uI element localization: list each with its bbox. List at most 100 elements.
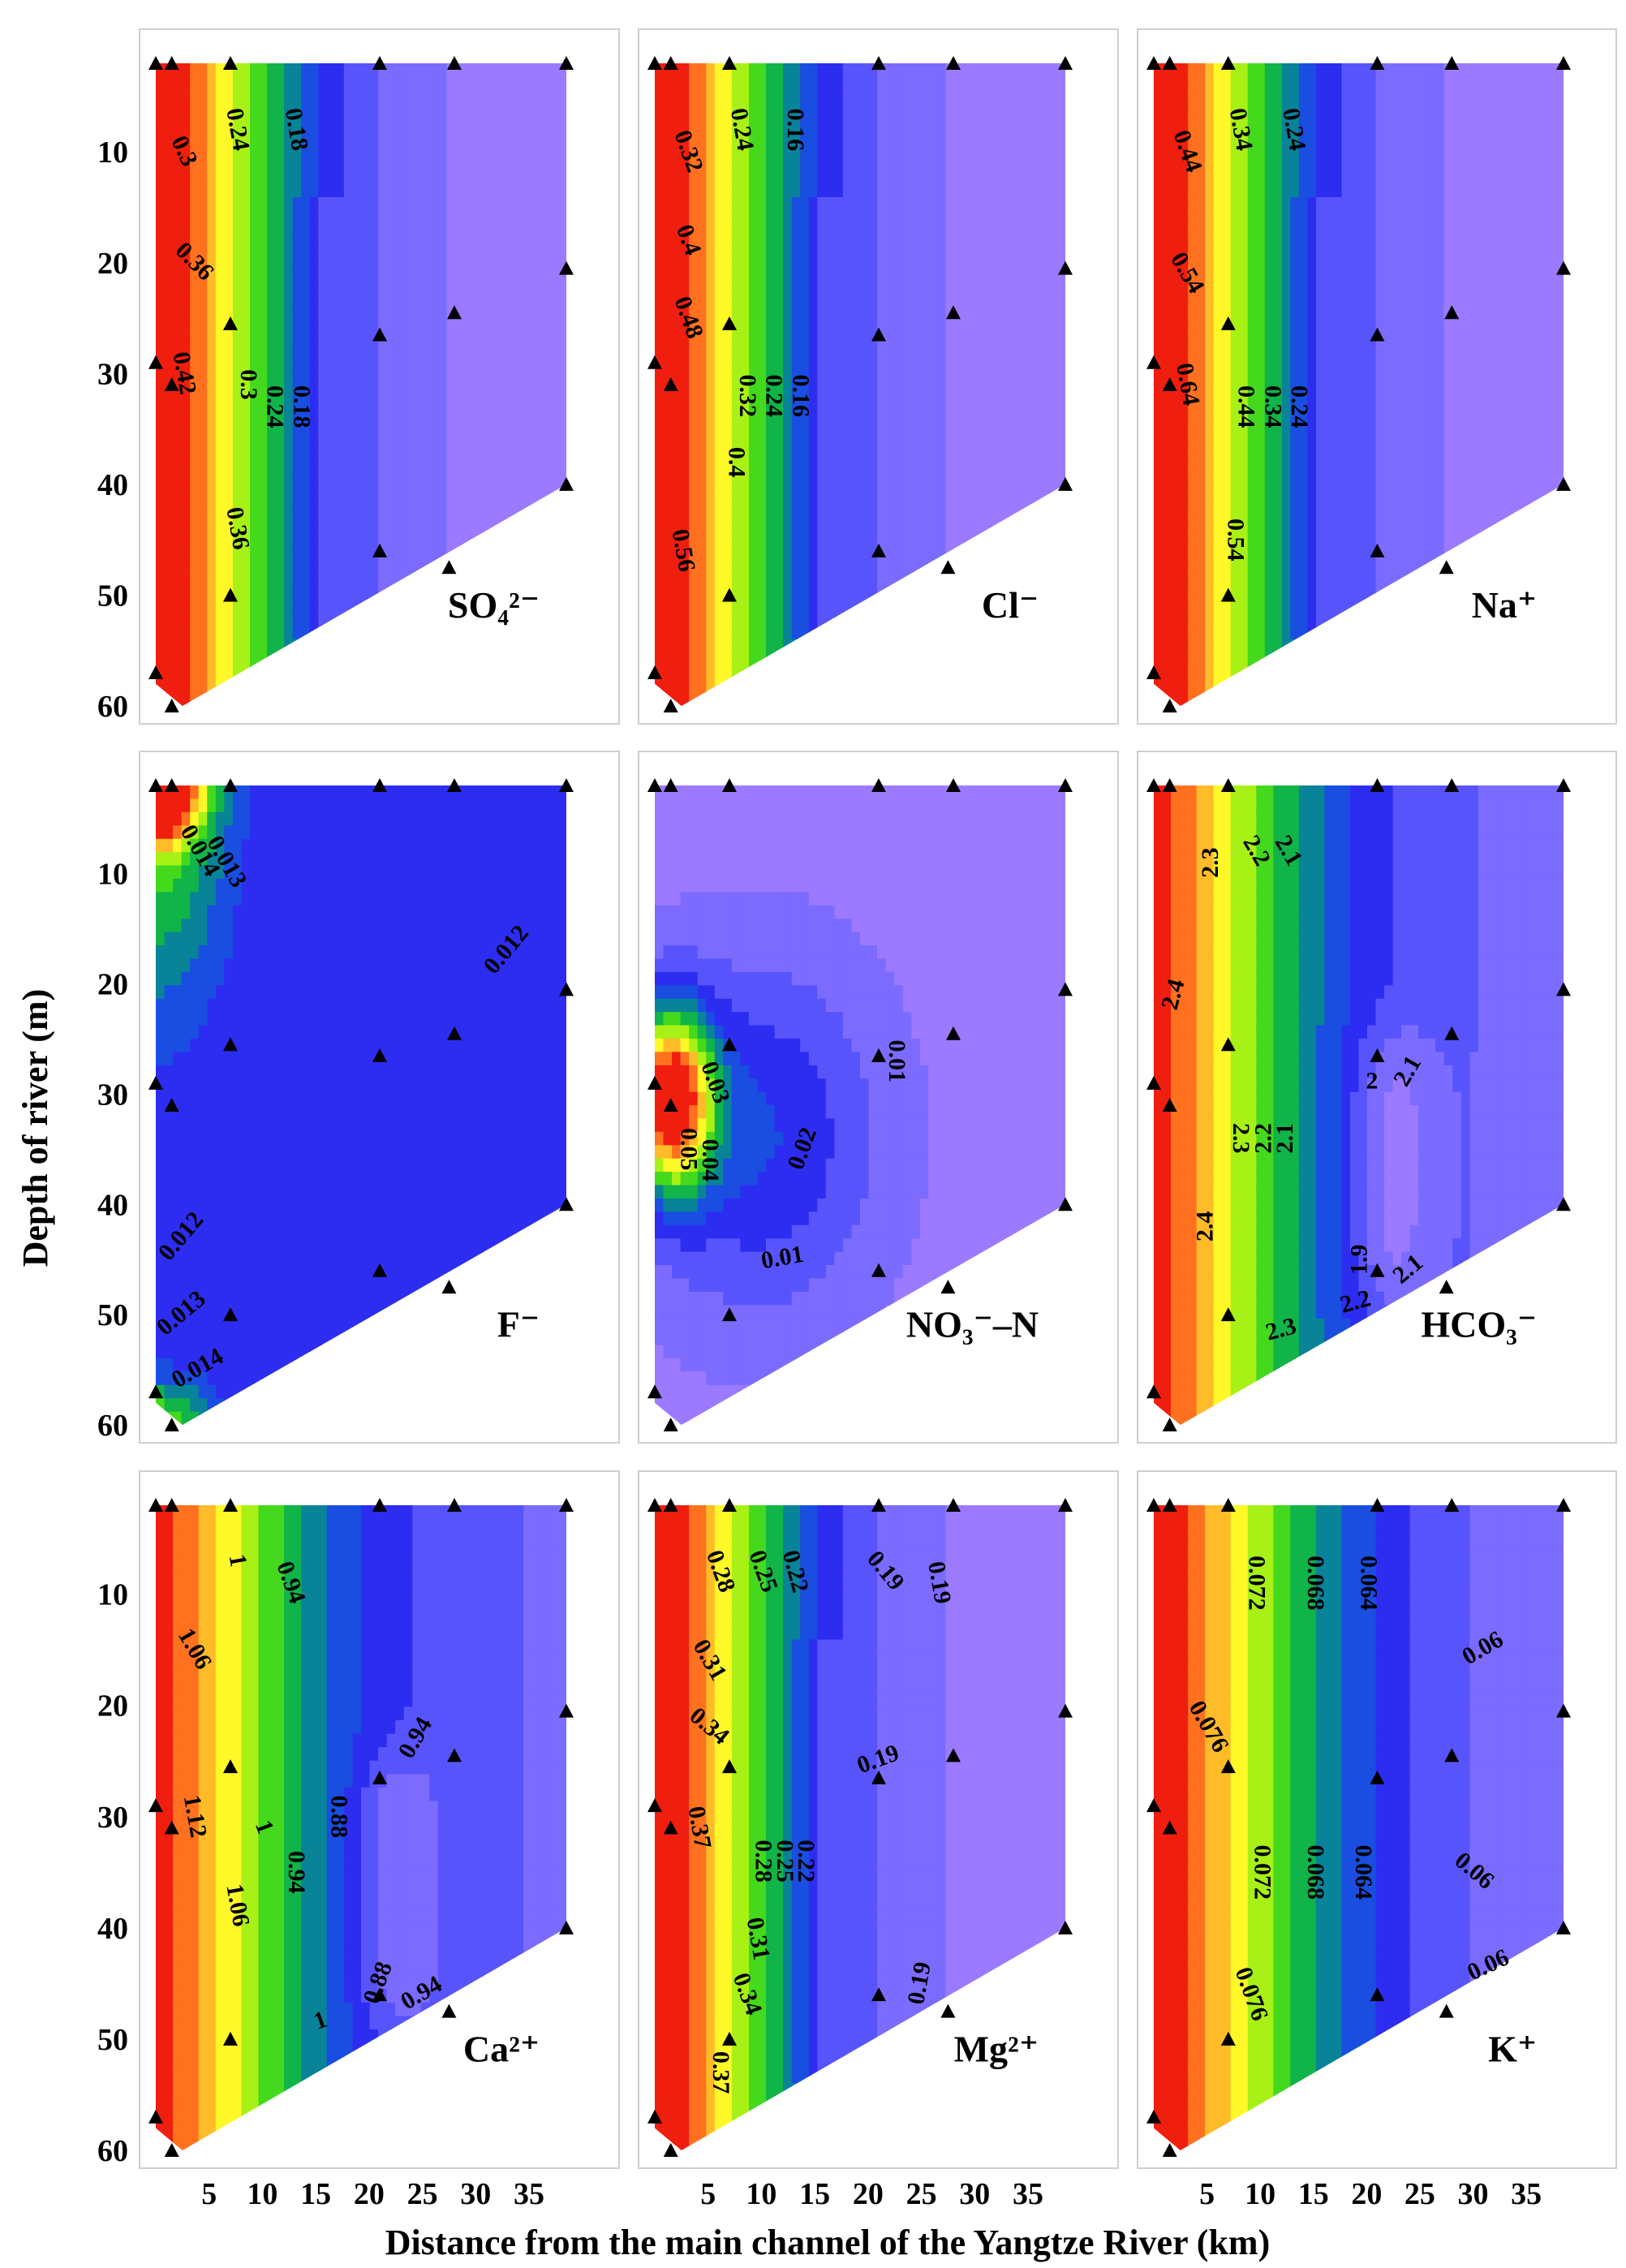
- sample-point-marker: [164, 56, 179, 70]
- sample-point-marker: [1370, 1987, 1385, 2002]
- contour-label: 2.3: [1197, 847, 1224, 878]
- contour-label: 0.24: [761, 374, 788, 417]
- sample-point-marker: [1146, 778, 1161, 792]
- x-tick-label: 30: [1458, 2177, 1489, 2211]
- sample-point-marker: [1146, 355, 1161, 369]
- ion-label: Mg²⁺: [954, 2028, 1039, 2069]
- sample-point-marker: [946, 1498, 961, 1512]
- sample-point-marker: [447, 1748, 462, 1762]
- sample-point-marker: [1370, 56, 1385, 70]
- contour-label: 0.34: [1259, 385, 1286, 428]
- sample-point-marker: [722, 587, 737, 602]
- sample-point-marker: [871, 1498, 886, 1512]
- sample-point-marker: [871, 778, 886, 792]
- sample-point-marker: [164, 1418, 179, 1431]
- y-tick-label: 10: [97, 136, 128, 170]
- sample-point-marker: [148, 355, 163, 369]
- panel-1: 0.3 0.24 0.180.360.42 0.30.24 0.180.36SO₄²⁻1…: [97, 28, 620, 725]
- sample-point-marker: [372, 1263, 387, 1277]
- sample-point-marker: [1220, 1498, 1236, 1512]
- y-tick-label: 50: [97, 2023, 128, 2057]
- x-tick-label: 35: [1013, 2177, 1043, 2211]
- sample-point-marker: [164, 1820, 179, 1835]
- y-tick-label: 30: [97, 357, 128, 391]
- sample-point-marker: [722, 2031, 737, 2046]
- sample-point-marker: [1444, 305, 1460, 320]
- ion-label: Ca²⁺: [463, 2028, 540, 2069]
- sample-point-marker: [1556, 260, 1571, 275]
- sample-point-marker: [1058, 260, 1073, 275]
- panel-2: 0.32 0.24 0.160.40.480.32 0.24 0.160.40.56Cl…: [638, 28, 1119, 725]
- sample-point-marker: [663, 1098, 678, 1112]
- contour-label: 0.064: [1350, 1845, 1377, 1900]
- sample-point-marker: [1556, 1197, 1571, 1211]
- sample-point-marker: [722, 316, 737, 330]
- x-tick-label: 15: [1298, 2177, 1329, 2211]
- x-tick-label: 35: [1511, 2177, 1542, 2211]
- sample-point-marker: [663, 1820, 678, 1835]
- x-tick-label: 10: [247, 2177, 277, 2211]
- sample-point-marker: [1444, 56, 1460, 70]
- sample-point-marker: [647, 56, 662, 70]
- sample-point-marker: [647, 1798, 662, 1813]
- sample-point-marker: [447, 56, 462, 70]
- sample-point-marker: [223, 1037, 238, 1052]
- sample-point-marker: [1220, 1037, 1236, 1052]
- contour-label: 0.072: [1244, 1556, 1271, 1611]
- contour-label: 2.4: [1191, 1211, 1218, 1242]
- sample-point-marker: [647, 1384, 662, 1399]
- y-tick-label: 60: [97, 1409, 128, 1443]
- sample-point-marker: [559, 56, 574, 70]
- sample-point-marker: [1556, 1920, 1571, 1934]
- sample-point-marker: [223, 587, 238, 602]
- contour-label: 0.068: [1302, 1845, 1329, 1900]
- x-tick-label: 30: [959, 2177, 990, 2211]
- sample-point-marker: [1162, 1820, 1177, 1835]
- contour-label: 0.24: [1286, 385, 1313, 428]
- sample-point-marker: [1370, 543, 1385, 557]
- y-tick-label: 20: [97, 968, 128, 1002]
- sample-point-marker: [372, 778, 387, 792]
- y-tick-label: 50: [97, 1298, 128, 1332]
- sample-point-marker: [1058, 1498, 1073, 1512]
- sample-point-marker: [722, 1307, 737, 1322]
- contour-label: 0.3: [235, 369, 262, 400]
- contour-field: [655, 785, 1065, 1425]
- x-tick-label: 25: [407, 2177, 438, 2211]
- sample-point-marker: [1162, 1418, 1177, 1431]
- sample-point-marker: [164, 778, 179, 792]
- sample-point-marker: [946, 778, 961, 792]
- sample-point-marker: [1220, 1759, 1236, 1774]
- sample-point-marker: [871, 327, 886, 342]
- sample-point-marker: [1146, 665, 1161, 680]
- sample-point-marker: [1370, 1498, 1385, 1512]
- sample-point-marker: [663, 1418, 678, 1431]
- sample-point-marker: [663, 699, 678, 712]
- sample-point-marker: [148, 2109, 163, 2124]
- sample-point-marker: [372, 1048, 387, 1062]
- sample-point-marker: [1439, 560, 1454, 575]
- sample-point-marker: [559, 1920, 574, 1934]
- sample-point-marker: [722, 1759, 737, 1774]
- sample-point-marker: [1220, 56, 1236, 70]
- sample-point-marker: [559, 778, 574, 792]
- sample-point-marker: [647, 1075, 662, 1090]
- sample-point-marker: [1058, 1703, 1073, 1718]
- sample-point-marker: [1556, 56, 1571, 70]
- sample-point-marker: [223, 1307, 238, 1322]
- sample-point-marker: [1370, 327, 1385, 342]
- sample-point-marker: [1556, 982, 1571, 996]
- sample-point-marker: [940, 560, 956, 575]
- sample-point-marker: [148, 1384, 163, 1399]
- sample-point-marker: [372, 543, 387, 557]
- sample-point-marker: [559, 1498, 574, 1512]
- sample-point-marker: [1162, 778, 1177, 792]
- panel-4: 0.0140.0130.0120.0120.0130.014F⁻10203040…: [97, 751, 620, 1444]
- sample-point-marker: [148, 1498, 163, 1512]
- y-tick-label: 60: [97, 2134, 128, 2168]
- ion-label: NO₃⁻–N: [906, 1303, 1039, 1345]
- sample-point-marker: [871, 1048, 886, 1062]
- sample-point-marker: [946, 305, 961, 320]
